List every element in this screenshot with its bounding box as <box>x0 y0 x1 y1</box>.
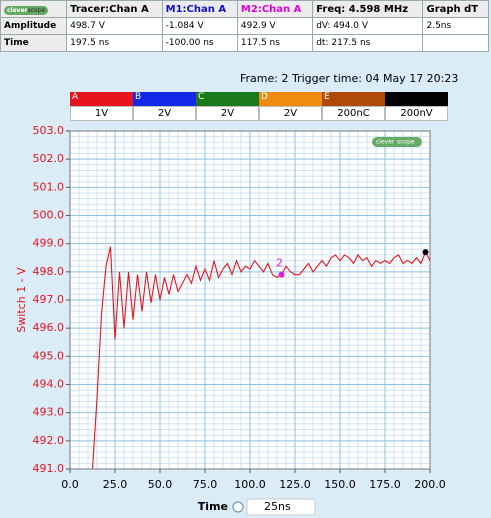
x-tick-label: 25.0 <box>103 478 128 491</box>
channel: E 200nC <box>322 92 385 121</box>
y-tick-label: 502.0 <box>33 152 65 165</box>
measurement-table: cleverscope Tracer:Chan A M1:Chan A M2:C… <box>0 0 489 52</box>
channel-bar: A 1V B 2V C 2V D 2V E 200nC 200nV <box>70 92 448 121</box>
x-tick-label: 50.0 <box>148 478 173 491</box>
channel-scale: 2V <box>259 106 322 121</box>
y-tick-label: 496.0 <box>33 321 65 334</box>
channel-scale: 2V <box>133 106 196 121</box>
plot-logo: clever scope <box>372 137 422 147</box>
y-tick-label: 494.0 <box>33 378 65 391</box>
y-tick-label: 497.0 <box>33 293 65 306</box>
y-tick-label: 498.0 <box>33 265 65 278</box>
x-tick-label: 150.0 <box>324 478 356 491</box>
y-tick-label: 492.0 <box>33 434 65 447</box>
row-header: Amplitude <box>0 17 68 35</box>
logo-text: scope <box>397 139 415 146</box>
channel-name: C <box>198 92 205 102</box>
y-tick-label: 499.0 <box>33 237 65 250</box>
x-tick-label: 75.0 <box>193 478 218 491</box>
x-tick-label: 125.0 <box>279 478 311 491</box>
cell: dt: 217.5 ns <box>312 34 424 52</box>
logo-text: clever <box>7 6 28 14</box>
table-row: Amplitude 498.7 V -1.084 V 492.9 V dV: 4… <box>0 17 489 35</box>
y-tick-label: 493.0 <box>33 406 65 419</box>
x-tick-label: 0.0 <box>61 478 79 491</box>
channel-color <box>385 92 448 106</box>
plot-border <box>69 130 431 470</box>
row-header: Time <box>0 34 68 52</box>
x-tick-label: 100.0 <box>234 478 266 491</box>
y-tick-label: 500.0 <box>33 209 65 222</box>
channel-scale: 2V <box>196 106 259 121</box>
y-tick-label: 491.0 <box>33 462 65 475</box>
channel: B 2V <box>133 92 196 121</box>
timebase: 25ns <box>264 500 291 513</box>
logo: cleverscope <box>4 5 49 15</box>
marker <box>278 271 285 278</box>
channel-color: E <box>322 92 385 106</box>
channel-scale: 200nV <box>385 106 448 121</box>
trace <box>91 246 431 470</box>
logo-text: clever <box>376 139 395 146</box>
timebase-box <box>246 498 316 516</box>
x-tick-label: 200.0 <box>414 478 446 491</box>
channel-color: B <box>133 92 196 106</box>
logo-bg <box>372 137 422 147</box>
channel: A 1V <box>70 92 133 121</box>
channel-color: D <box>259 92 322 106</box>
channel-scale: 200nC <box>322 106 385 121</box>
x-tick-label: 175.0 <box>369 478 401 491</box>
channel-name: D <box>261 92 268 102</box>
channel-color: C <box>196 92 259 106</box>
channel: 200nV <box>385 92 448 121</box>
channel-name: E <box>324 92 330 102</box>
timebase-icon <box>232 501 244 513</box>
logo-text: scope <box>27 6 46 14</box>
cell: 117.5 ns <box>236 34 314 52</box>
channel: D 2V <box>259 92 322 121</box>
channel-name: B <box>135 92 142 102</box>
marker <box>422 249 429 256</box>
cell <box>422 34 489 52</box>
channel-color: A <box>70 92 133 106</box>
table-row: Time 197.5 ns -100.00 ns 117.5 ns dt: 21… <box>0 34 489 52</box>
x-axis-label: Time <box>198 500 228 513</box>
frame-info: Frame: 2 Trigger time: 04 May 17 20:23 <box>240 72 459 85</box>
y-tick-label: 503.0 <box>33 124 65 137</box>
y-tick-label: 495.0 <box>33 349 65 362</box>
channel-name: A <box>72 92 79 102</box>
header-cell: Graph dT <box>422 0 489 18</box>
y-tick-label: 501.0 <box>33 180 65 193</box>
channel: C 2V <box>196 92 259 121</box>
y-axis-label: Switch 1 - V <box>15 267 28 333</box>
marker-label: 2 <box>276 257 283 270</box>
channel-scale: 1V <box>70 106 133 121</box>
